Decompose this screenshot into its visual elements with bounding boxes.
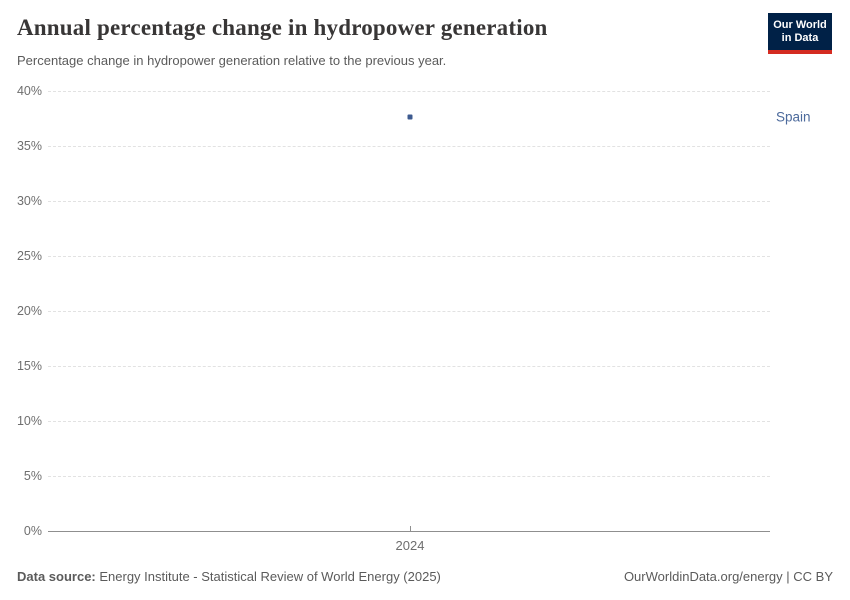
owid-logo[interactable]: Our World in Data — [768, 13, 832, 54]
y-gridline — [48, 201, 770, 202]
y-gridline — [48, 311, 770, 312]
x-tick-mark — [410, 526, 411, 532]
y-gridline — [48, 366, 770, 367]
owid-logo-line1: Our World — [773, 18, 827, 31]
y-tick-label: 25% — [16, 249, 42, 263]
y-tick-label: 20% — [16, 304, 42, 318]
chart-subtitle: Percentage change in hydropower generati… — [17, 53, 447, 68]
chart-title: Annual percentage change in hydropower g… — [17, 15, 548, 40]
x-tick-label: 2024 — [395, 538, 425, 553]
data-source-note: Data source: Energy Institute - Statisti… — [17, 569, 441, 584]
y-tick-label: 40% — [16, 84, 42, 98]
y-gridline — [48, 91, 770, 92]
x-axis-line — [48, 531, 770, 532]
y-tick-label: 5% — [23, 469, 42, 483]
data-source-label: Data source: — [17, 569, 96, 584]
y-gridline — [48, 256, 770, 257]
y-tick-label: 0% — [23, 524, 42, 538]
y-gridline — [48, 146, 770, 147]
owid-logo-line2: in Data — [781, 31, 819, 44]
data-point-spain[interactable] — [407, 114, 413, 120]
license-note: OurWorldinData.org/energy | CC BY — [623, 569, 833, 584]
y-tick-label: 30% — [16, 194, 42, 208]
y-tick-label: 35% — [16, 139, 42, 153]
y-gridline — [48, 421, 770, 422]
y-tick-label: 15% — [16, 359, 42, 373]
y-tick-label: 10% — [16, 414, 42, 428]
data-source-text: Energy Institute - Statistical Review of… — [95, 569, 441, 584]
series-label-spain[interactable]: Spain — [776, 109, 811, 125]
y-gridline — [48, 476, 770, 477]
